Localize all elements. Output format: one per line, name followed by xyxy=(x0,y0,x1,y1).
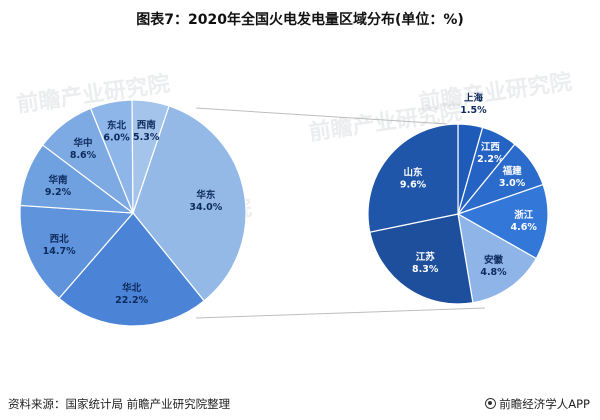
slice-label: 华中 xyxy=(74,137,93,149)
slice-value-label: 9.6% xyxy=(400,179,427,190)
slice-label: 西北 xyxy=(50,233,70,245)
slice-value-label: 4.6% xyxy=(511,222,538,233)
slice-value-label: 5.3% xyxy=(133,132,160,143)
slice-label: 上海 xyxy=(464,92,484,104)
connector-lines xyxy=(195,107,486,319)
slice-value-label: 22.2% xyxy=(115,295,148,306)
slice-label: 江苏 xyxy=(416,251,436,263)
pie-slice xyxy=(456,183,549,260)
pie-slice xyxy=(367,123,459,233)
slice-value-label: 1.5% xyxy=(460,105,487,116)
slice-value-label: 6.0% xyxy=(103,133,130,144)
pie-slice xyxy=(58,212,205,327)
slice-label: 福建 xyxy=(502,165,523,177)
slice-value-label: 34.0% xyxy=(189,202,222,213)
watermark-text: 前瞻产业研究院 xyxy=(417,69,573,116)
slice-value-label: 3.0% xyxy=(499,178,526,189)
chart-title: 图表7：2020年全国火电发电量区域分布(单位：%) xyxy=(136,12,464,28)
brand-credit: 前瞻经济学人APP xyxy=(485,396,590,412)
pie-slice xyxy=(131,99,170,214)
connector-line-top xyxy=(195,107,448,125)
east-china-breakdown-pie: 上海1.5% 江西2.2%福建3.0% 浙江4.6% 安徽4.8% 江苏8.3% 山东9.… xyxy=(367,92,549,305)
slice-label: 浙江 xyxy=(514,209,534,221)
brand-logo-icon xyxy=(485,398,497,409)
pie-slice xyxy=(132,105,247,302)
slice-value-label: 8.3% xyxy=(412,264,439,275)
slice-value-label: 4.8% xyxy=(480,267,507,278)
slice-value-label: 2.2% xyxy=(477,154,504,165)
pie-slice xyxy=(369,213,474,305)
slice-label: 华南 xyxy=(49,174,69,186)
slice-value-label: 14.7% xyxy=(43,246,76,257)
pie-slice xyxy=(19,204,135,300)
connector-line-bottom xyxy=(195,307,486,319)
slice-label: 江西 xyxy=(481,141,501,153)
brand-name: 前瞻经济学人APP xyxy=(499,397,590,411)
pie-slice xyxy=(457,212,538,304)
slice-label: 西南 xyxy=(137,119,157,131)
slice-label: 华东 xyxy=(196,189,216,201)
slice-label: 山东 xyxy=(404,166,424,178)
slice-value-label: 9.2% xyxy=(45,187,72,198)
slice-label: 安徽 xyxy=(484,254,504,266)
slice-label: 东北 xyxy=(107,120,127,132)
source-note: 资料来源：国家统计局 前瞻产业研究院整理 xyxy=(8,397,231,411)
slice-label: 华北 xyxy=(122,282,142,294)
slice-value-label: 8.6% xyxy=(70,150,97,161)
